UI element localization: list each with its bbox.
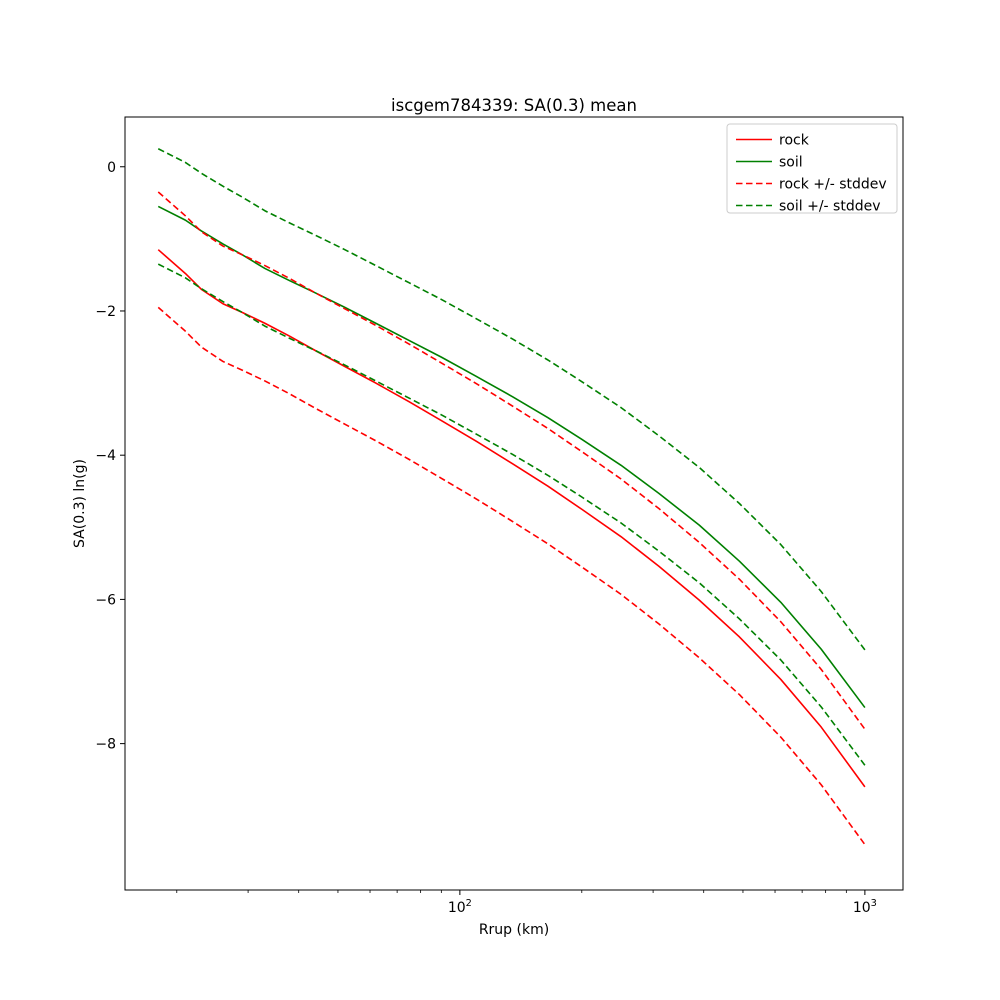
series-line-rock-stddev — [157, 306, 866, 846]
legend-box — [726, 123, 898, 214]
series-line-rock-stddev — [157, 191, 866, 730]
series-group — [157, 148, 866, 846]
legend-entry-label: rock +/- stddev — [779, 177, 887, 193]
y-axis-label: SA(0.3) ln(g) — [72, 459, 88, 548]
x-tick-label: 103 — [853, 898, 877, 916]
series-line-soil-stddev — [157, 263, 866, 766]
ticks-group: 102 103 0 −2 −4 −6 −8 — [95, 160, 877, 916]
legend-entry-label: rock — [779, 133, 810, 149]
legend-entry-label: soil — [779, 155, 803, 171]
series-line-rock — [157, 249, 866, 788]
y-tick-label: −8 — [95, 737, 116, 753]
legend-entry-label: soil +/- stddev — [779, 199, 881, 215]
y-tick-label: −2 — [95, 304, 116, 320]
series-line-soil-stddev — [157, 148, 866, 651]
y-tick-label: −4 — [95, 448, 116, 464]
x-tick-label: 102 — [448, 898, 472, 916]
legend: rock soil rock +/- stddev soil +/- stddev — [726, 123, 898, 215]
chart-title: iscgem784339: SA(0.3) mean — [391, 96, 637, 115]
y-tick-label: 0 — [107, 160, 116, 176]
series-line-soil — [157, 205, 866, 709]
plot-border — [124, 116, 904, 891]
x-axis-label: Rrup (km) — [479, 922, 549, 938]
y-tick-label: −6 — [95, 592, 116, 608]
